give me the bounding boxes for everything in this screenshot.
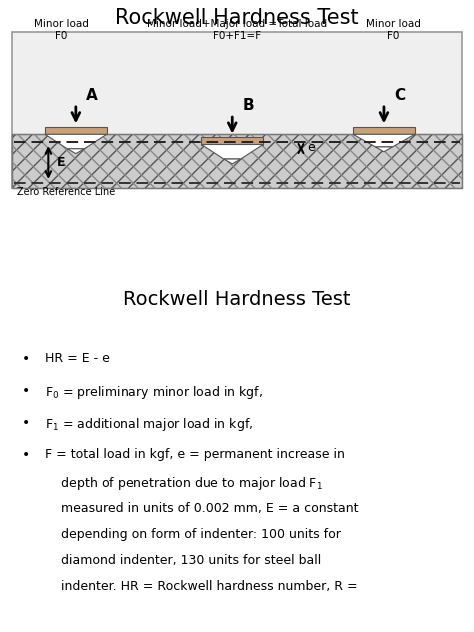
Polygon shape: [375, 147, 392, 152]
Text: $\mathregular{F_1}$ = additional major load in kgf,: $\mathregular{F_1}$ = additional major l…: [45, 416, 253, 433]
Polygon shape: [224, 159, 241, 164]
Text: A: A: [86, 88, 98, 102]
Text: Minor load+Major load =Total load
F0+F1=F: Minor load+Major load =Total load F0+F1=…: [147, 19, 327, 41]
Polygon shape: [201, 145, 263, 159]
Text: measured in units of 0.002 mm, E = a constant: measured in units of 0.002 mm, E = a con…: [45, 502, 358, 514]
Text: indenter. HR = Rockwell hardness number, R =: indenter. HR = Rockwell hardness number,…: [45, 580, 358, 593]
Text: •: •: [22, 384, 30, 398]
Polygon shape: [67, 149, 84, 154]
Text: Rockwell Hardness Test: Rockwell Hardness Test: [115, 8, 359, 28]
Bar: [12, 134, 462, 188]
Text: HR = E - e: HR = E - e: [45, 352, 110, 365]
Text: C: C: [394, 88, 405, 102]
Text: $\mathregular{F_0}$ = preliminary minor load in kgf,: $\mathregular{F_0}$ = preliminary minor …: [45, 384, 263, 401]
Bar: [12, 32, 462, 188]
Text: Zero Reference Line: Zero Reference Line: [17, 187, 115, 197]
Text: Minor load
F0: Minor load F0: [34, 19, 89, 41]
Text: B: B: [243, 98, 255, 112]
Bar: [353, 127, 415, 135]
Text: E: E: [57, 156, 65, 169]
Text: diamond indenter, 130 units for steel ball: diamond indenter, 130 units for steel ba…: [45, 554, 321, 567]
Text: •: •: [22, 416, 30, 430]
Text: depending on form of indenter: 100 units for: depending on form of indenter: 100 units…: [45, 528, 341, 541]
Text: Rockwell Hardness Test: Rockwell Hardness Test: [123, 291, 351, 310]
Text: e: e: [307, 141, 315, 154]
Bar: [12, 134, 462, 188]
Bar: [45, 127, 107, 135]
Text: •: •: [22, 352, 30, 366]
Text: Minor load
F0: Minor load F0: [366, 19, 421, 41]
Text: depth of penetration due to major load $\mathregular{F_1}$: depth of penetration due to major load $…: [45, 475, 323, 492]
Polygon shape: [353, 135, 415, 147]
Text: F = total load in kgf, e = permanent increase in: F = total load in kgf, e = permanent inc…: [45, 448, 345, 461]
Text: •: •: [22, 448, 30, 462]
Bar: [201, 137, 263, 145]
Polygon shape: [45, 135, 107, 149]
